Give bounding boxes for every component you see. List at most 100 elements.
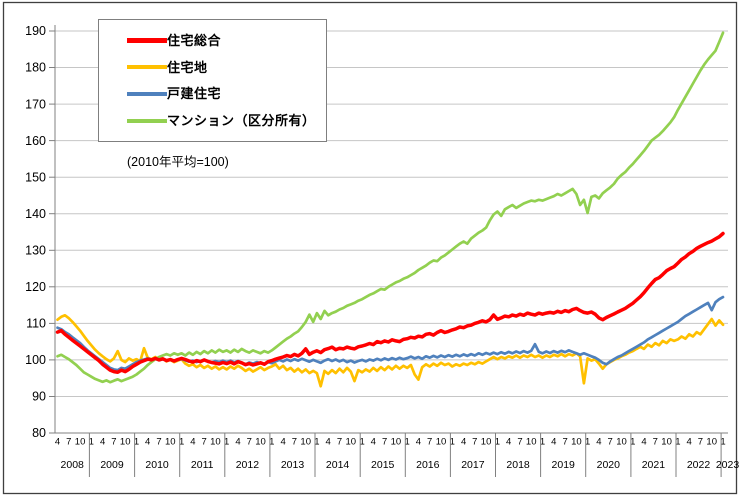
svg-text:1: 1 <box>630 437 635 448</box>
svg-text:2012: 2012 <box>236 459 260 471</box>
svg-text:7: 7 <box>562 437 567 448</box>
svg-text:2008: 2008 <box>61 459 85 471</box>
svg-text:2009: 2009 <box>100 459 124 471</box>
svg-text:4: 4 <box>461 437 466 448</box>
svg-text:10: 10 <box>436 437 447 448</box>
svg-text:10: 10 <box>210 437 221 448</box>
svg-text:150: 150 <box>25 170 46 184</box>
legend-label-residential-total: 住宅総合 <box>167 32 222 48</box>
svg-text:1: 1 <box>89 437 94 448</box>
svg-text:10: 10 <box>481 437 492 448</box>
svg-text:2014: 2014 <box>326 459 350 471</box>
legend-item-residential-total: 住宅総合 <box>127 29 326 51</box>
svg-text:4: 4 <box>416 437 421 448</box>
svg-text:120: 120 <box>25 280 46 294</box>
svg-text:170: 170 <box>25 97 46 111</box>
svg-text:10: 10 <box>391 437 402 448</box>
svg-text:10: 10 <box>255 437 266 448</box>
svg-text:140: 140 <box>25 207 46 221</box>
legend-label-detached-house: 戸建住宅 <box>167 86 222 102</box>
legend-item-condominium: マンション（区分所有） <box>127 110 326 132</box>
svg-text:4: 4 <box>371 437 376 448</box>
svg-text:10: 10 <box>706 437 717 448</box>
svg-text:4: 4 <box>100 437 105 448</box>
legend-swatch-residential-total <box>127 37 167 43</box>
legend-swatch-residential-land <box>127 65 167 70</box>
svg-text:100: 100 <box>25 353 46 367</box>
svg-text:4: 4 <box>326 437 331 448</box>
svg-text:2021: 2021 <box>642 459 666 471</box>
svg-text:7: 7 <box>111 437 116 448</box>
svg-text:1: 1 <box>720 437 725 448</box>
svg-text:2016: 2016 <box>416 459 440 471</box>
svg-text:2015: 2015 <box>371 459 395 471</box>
legend-label-condominium: マンション（区分所有） <box>167 113 316 129</box>
svg-text:1: 1 <box>179 437 184 448</box>
svg-text:2020: 2020 <box>597 459 621 471</box>
svg-text:4: 4 <box>235 437 240 448</box>
svg-text:1: 1 <box>675 437 680 448</box>
svg-text:2022: 2022 <box>687 459 711 471</box>
svg-text:10: 10 <box>571 437 582 448</box>
svg-text:130: 130 <box>25 244 46 258</box>
svg-text:90: 90 <box>32 390 46 404</box>
svg-text:10: 10 <box>526 437 537 448</box>
svg-text:190: 190 <box>25 24 46 38</box>
svg-text:4: 4 <box>55 437 60 448</box>
svg-text:2010: 2010 <box>145 459 169 471</box>
svg-text:2019: 2019 <box>552 459 576 471</box>
svg-text:1: 1 <box>405 437 410 448</box>
svg-text:7: 7 <box>201 437 206 448</box>
svg-text:4: 4 <box>641 437 646 448</box>
svg-text:110: 110 <box>26 317 46 331</box>
svg-text:7: 7 <box>337 437 342 448</box>
svg-text:4: 4 <box>506 437 511 448</box>
svg-text:7: 7 <box>247 437 252 448</box>
svg-text:10: 10 <box>661 437 672 448</box>
svg-text:10: 10 <box>75 437 86 448</box>
legend-swatch-detached-house <box>127 91 167 96</box>
svg-text:7: 7 <box>608 437 613 448</box>
svg-text:4: 4 <box>190 437 195 448</box>
svg-text:10: 10 <box>300 437 311 448</box>
svg-text:7: 7 <box>156 437 161 448</box>
svg-text:1: 1 <box>540 437 545 448</box>
svg-text:1: 1 <box>359 437 364 448</box>
svg-text:7: 7 <box>292 437 297 448</box>
svg-text:1: 1 <box>134 437 139 448</box>
legend: 住宅総合 住宅地 戸建住宅 マンション（区分所有） <box>98 19 327 142</box>
svg-text:4: 4 <box>145 437 150 448</box>
svg-text:160: 160 <box>25 134 46 148</box>
svg-text:4: 4 <box>551 437 556 448</box>
svg-text:4: 4 <box>687 437 692 448</box>
svg-text:7: 7 <box>66 437 71 448</box>
svg-text:7: 7 <box>698 437 703 448</box>
svg-text:1: 1 <box>495 437 500 448</box>
svg-text:2011: 2011 <box>191 459 214 471</box>
svg-text:10: 10 <box>616 437 627 448</box>
svg-text:7: 7 <box>427 437 432 448</box>
svg-text:7: 7 <box>382 437 387 448</box>
svg-text:2018: 2018 <box>506 459 530 471</box>
legend-item-residential-land: 住宅地 <box>127 56 326 78</box>
svg-text:1: 1 <box>450 437 455 448</box>
svg-text:4: 4 <box>596 437 601 448</box>
svg-text:10: 10 <box>165 437 176 448</box>
svg-text:2013: 2013 <box>281 459 305 471</box>
svg-text:2017: 2017 <box>461 459 485 471</box>
svg-text:1: 1 <box>269 437 274 448</box>
svg-text:1: 1 <box>585 437 590 448</box>
legend-item-detached-house: 戸建住宅 <box>127 83 326 105</box>
svg-text:7: 7 <box>472 437 477 448</box>
legend-swatch-condominium <box>127 118 167 123</box>
legend-label-residential-land: 住宅地 <box>167 59 208 75</box>
svg-text:7: 7 <box>517 437 522 448</box>
svg-text:4: 4 <box>280 437 285 448</box>
svg-text:1: 1 <box>224 437 229 448</box>
svg-text:180: 180 <box>25 61 46 75</box>
svg-text:2023: 2023 <box>716 459 740 471</box>
svg-text:10: 10 <box>120 437 131 448</box>
svg-text:10: 10 <box>346 437 357 448</box>
